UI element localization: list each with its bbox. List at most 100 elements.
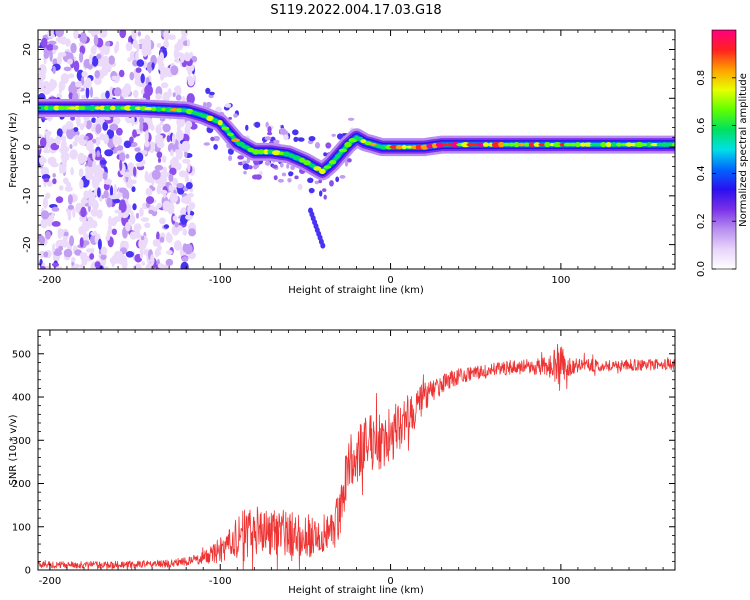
- noise-blob: [180, 40, 184, 46]
- noise-blob: [59, 163, 63, 174]
- noise-blob: [87, 160, 94, 168]
- ridge-blob: [309, 163, 316, 168]
- ridge-band: [38, 99, 675, 181]
- noise-blob: [85, 140, 94, 152]
- ridge-blob: [144, 107, 153, 111]
- noise-blob: [119, 30, 127, 39]
- ridge-blob: [482, 142, 489, 147]
- noise-blob: [182, 158, 191, 164]
- ridge-blob: [435, 142, 445, 148]
- noise-blob: [95, 164, 102, 176]
- noise-blob: [95, 117, 104, 126]
- ridge-blob: [553, 142, 562, 148]
- noise-blob: [140, 217, 149, 223]
- noise-blob: [166, 250, 173, 255]
- noise-blob: [173, 160, 180, 168]
- colorbar-tick-label: 0.0: [696, 261, 707, 277]
- noise-blob: [38, 64, 47, 76]
- noise-blob: [113, 183, 117, 196]
- noise-blob: [168, 34, 176, 40]
- noise-blob: [55, 30, 65, 38]
- noise-blob: [155, 134, 164, 140]
- noise-blob: [106, 229, 111, 241]
- noise-blob: [163, 224, 170, 229]
- ridge-blob: [477, 142, 485, 147]
- noise-blob: [81, 154, 88, 163]
- y-tick-label: 500: [12, 349, 31, 360]
- noise-blob: [151, 62, 155, 70]
- noise-blob: [125, 153, 130, 159]
- colorbar-label: Normalized spectral amplitude: [738, 73, 749, 227]
- noise-blob: [155, 93, 162, 100]
- noise-blob: [182, 228, 188, 236]
- noise-blob: [172, 215, 178, 222]
- ridge-blob: [293, 155, 301, 161]
- ridge-blob: [257, 149, 265, 155]
- scatter-blob: [344, 159, 349, 167]
- noise-blob: [81, 71, 88, 78]
- scatter-blob: [308, 187, 315, 194]
- ridge-blob: [227, 132, 234, 137]
- snr-y-axis-label: SNR (10 * v/v): [8, 414, 19, 485]
- ridge-blob: [151, 106, 157, 112]
- ridge-blob: [191, 111, 199, 115]
- noise-blob: [69, 144, 73, 150]
- noise-blob: [118, 201, 127, 213]
- ridge-blob: [176, 108, 183, 113]
- ridge-blob: [242, 145, 250, 149]
- noise-blob: [90, 30, 99, 37]
- noise-blob: [111, 228, 117, 235]
- noise-blob: [185, 214, 193, 220]
- noise-blob: [92, 199, 99, 211]
- noise-blob: [61, 145, 70, 153]
- figure-title: S119.2022.004.17.03.G18: [270, 3, 441, 18]
- ridge-blob: [329, 160, 337, 165]
- scatter-blob: [314, 142, 321, 149]
- noise-blob: [45, 131, 51, 142]
- snr-plot-area: [38, 343, 675, 570]
- noise-blob: [85, 248, 93, 253]
- noise-blob: [156, 231, 160, 241]
- noise-blob: [92, 45, 98, 50]
- noise-blob: [144, 222, 151, 229]
- noise-blob: [38, 145, 41, 151]
- ridge-blob: [319, 168, 326, 175]
- noise-blob: [185, 56, 191, 62]
- scatter-blob: [202, 101, 207, 108]
- ridge-blob: [299, 157, 305, 163]
- scatter-blob: [314, 180, 319, 185]
- ridge-blob: [491, 142, 501, 148]
- noise-blob: [125, 251, 134, 258]
- scatter-blob: [283, 134, 289, 141]
- noise-blob: [84, 77, 92, 89]
- noise-blob: [136, 59, 145, 67]
- noise-blob: [151, 169, 161, 180]
- noise-blob: [173, 48, 180, 60]
- scatter-blob: [273, 175, 278, 181]
- noise-blob: [187, 205, 191, 216]
- noise-blob: [119, 159, 123, 171]
- noise-blob: [185, 120, 193, 129]
- ridge-blob: [401, 144, 407, 150]
- x-tick-label: 0: [387, 576, 393, 587]
- scatter-blob: [297, 183, 303, 191]
- ridge-blob: [621, 143, 627, 147]
- noise-blob: [135, 162, 144, 167]
- x-tick-label: -100: [209, 275, 232, 286]
- noise-blob: [103, 133, 109, 145]
- noise-blob: [131, 114, 135, 127]
- noise-blob: [132, 39, 138, 49]
- noise-blob: [74, 134, 79, 142]
- y-tick-label: 0: [22, 144, 33, 150]
- ridge-blob: [661, 142, 669, 147]
- noise-blob: [119, 152, 126, 163]
- x-tick-label: -200: [39, 576, 62, 587]
- noise-blob: [145, 196, 155, 205]
- noise-blob: [43, 51, 50, 59]
- noise-blob: [47, 31, 52, 39]
- noise-blob: [91, 55, 99, 67]
- noise-blob: [58, 245, 64, 251]
- ridge-blob: [115, 106, 121, 110]
- noise-blob: [101, 194, 105, 199]
- ridge-blob: [583, 142, 593, 147]
